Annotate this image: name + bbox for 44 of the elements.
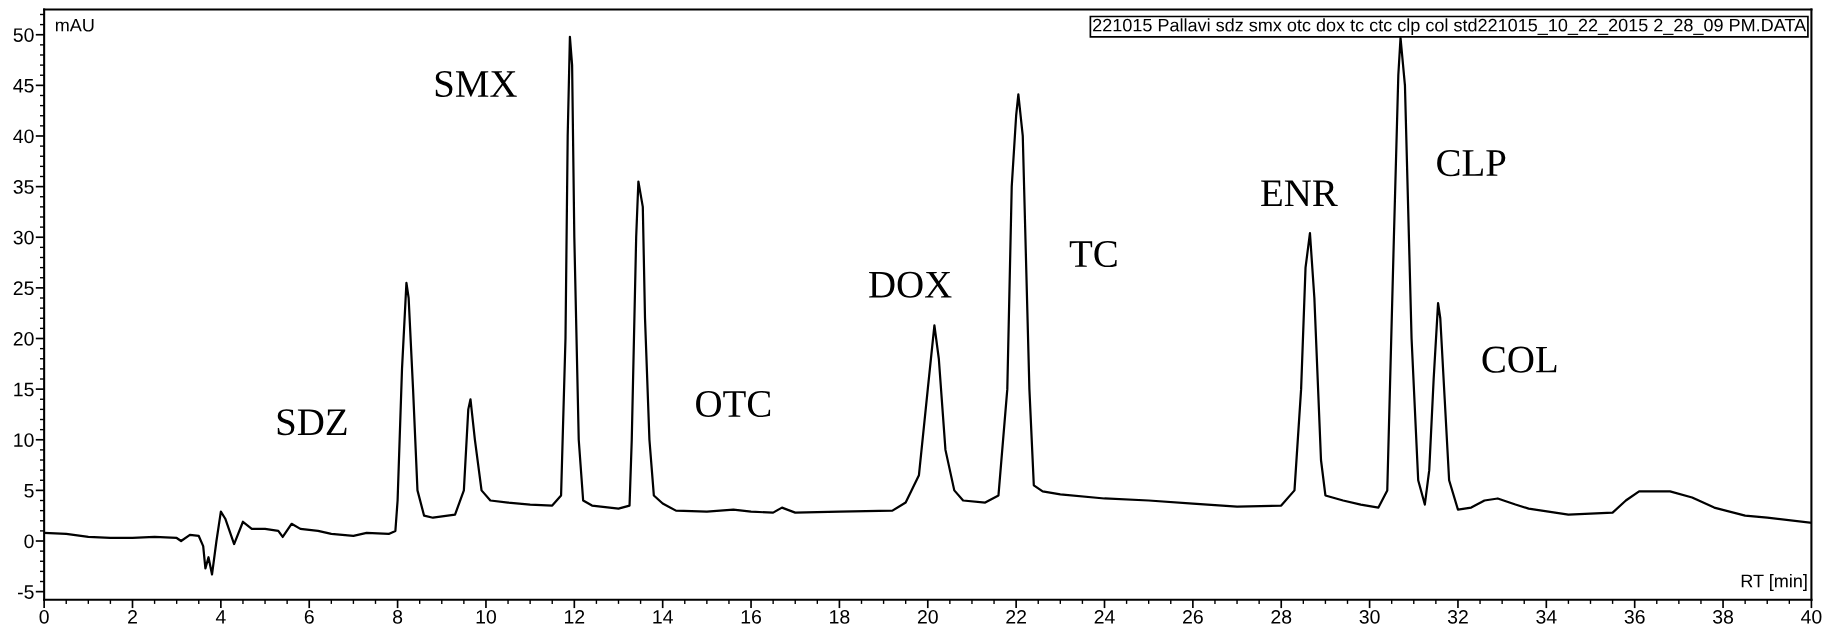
y-tick-label: -5: [17, 585, 34, 599]
x-tick-label: 26: [1183, 609, 1203, 624]
annotation: DOX: [869, 271, 952, 298]
x-tick-label: 40: [1801, 609, 1822, 624]
x-tick-label: 16: [741, 609, 762, 624]
y-tick-label: 25: [13, 281, 34, 296]
x-tick-label: 30: [1359, 609, 1380, 624]
x-tick-label: 22: [1006, 609, 1026, 624]
y-axis-title: mAU: [55, 18, 94, 32]
x-tick-label: 38: [1712, 609, 1734, 624]
annotation: ENR: [1261, 180, 1338, 206]
y-tick-label: 35: [13, 180, 34, 194]
y-tick-label: 10: [14, 433, 34, 447]
annotation: COL: [1482, 346, 1557, 373]
x-tick-label: 14: [653, 610, 673, 624]
x-tick-label: 4: [215, 610, 226, 624]
annotation: SDZ: [277, 409, 347, 436]
x-tick-label: 8: [393, 609, 403, 624]
annotation: SMX: [435, 70, 517, 98]
y-tick-label: 20: [13, 331, 34, 346]
x-tick-label: 24: [1094, 609, 1115, 624]
y-tick-label: 40: [13, 129, 34, 144]
y-tick-label: 45: [13, 79, 34, 93]
x-tick-label: 32: [1447, 609, 1468, 624]
x-tick-label: 12: [564, 609, 585, 624]
x-axis-title: RT [min]: [1741, 574, 1807, 591]
annotation: CLP: [1437, 150, 1506, 177]
x-tick-label: 6: [304, 609, 314, 624]
annotation: OTC: [696, 390, 771, 418]
y-tick-label: 50: [13, 28, 34, 42]
x-tick-label: 34: [1536, 609, 1557, 624]
x-tick-label: 0: [39, 609, 49, 624]
x-tick-label: 2: [128, 609, 137, 624]
x-tick-label: 10: [476, 609, 497, 624]
x-tick-label: 28: [1271, 609, 1292, 624]
x-tick-label: 18: [830, 609, 850, 624]
y-tick-label: 15: [14, 382, 34, 397]
y-tick-label: 5: [24, 484, 34, 498]
x-tick-label: 36: [1624, 609, 1645, 624]
y-tick-label: 0: [24, 534, 34, 549]
annotation: TC: [1069, 240, 1117, 268]
x-tick-label: 20: [917, 609, 938, 624]
annotation: 221015 Pallavi sdz smx otc dox tc ctc clp col std221015_10_22_2015 2_28_09 PM.DATA: [1093, 18, 1807, 36]
y-tick-label: 30: [13, 230, 34, 245]
